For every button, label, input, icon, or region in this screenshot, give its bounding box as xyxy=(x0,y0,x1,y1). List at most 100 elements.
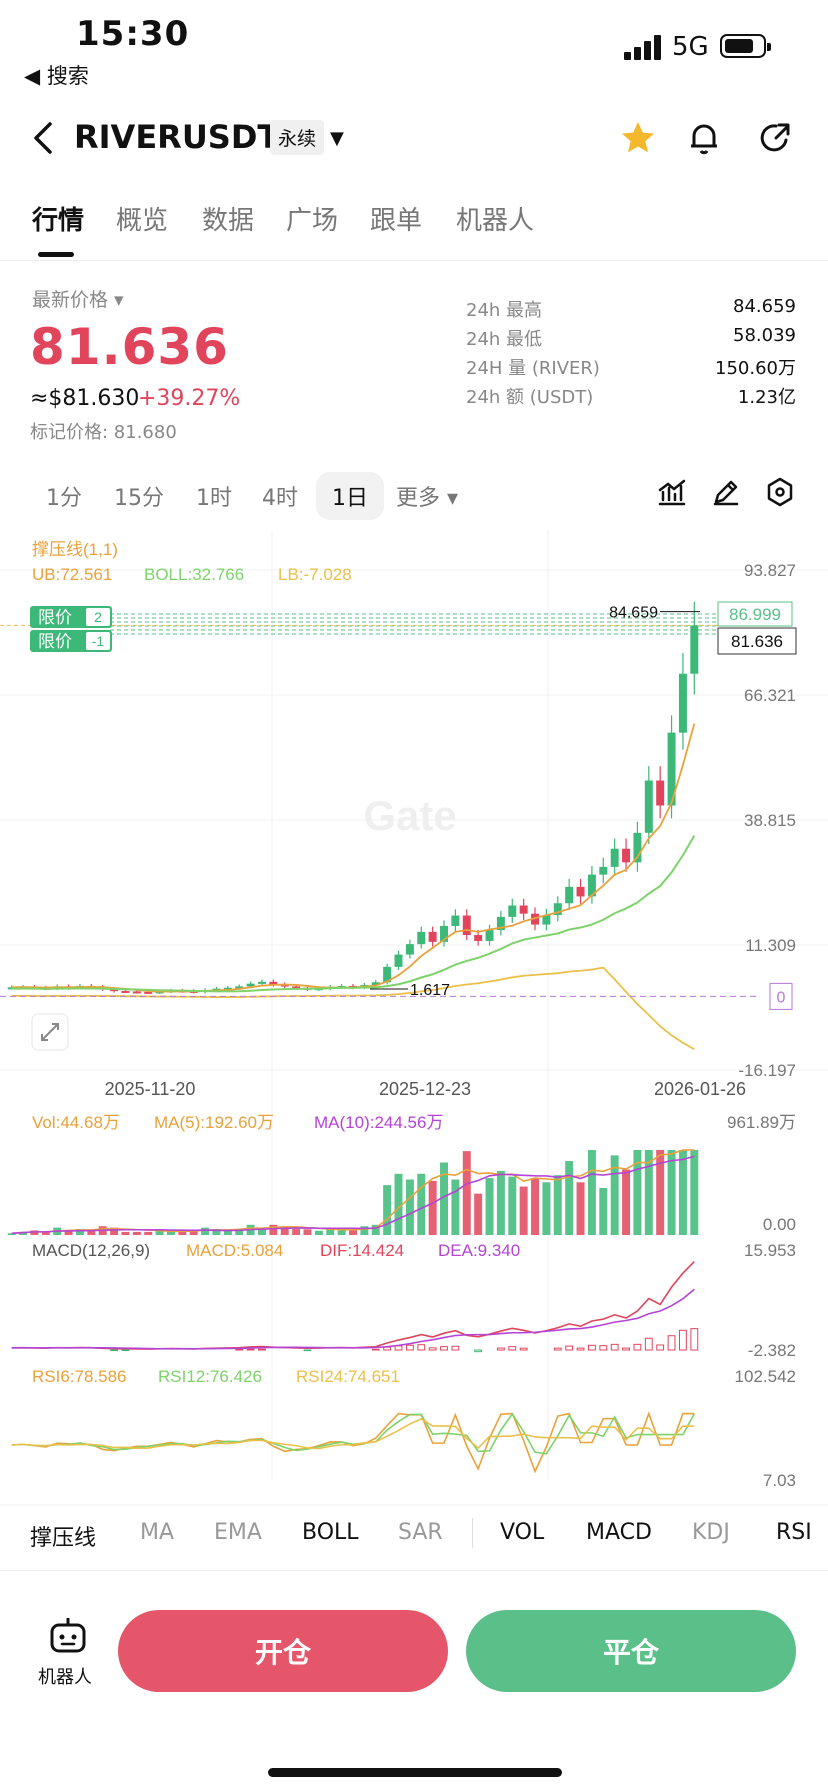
bell-icon[interactable] xyxy=(684,118,724,158)
timeframe-4h[interactable]: 4时 xyxy=(262,486,298,511)
indicator-support-resistance[interactable]: 撑压线 xyxy=(30,1526,97,1551)
rsi6-label: RSI6:78.586 xyxy=(32,1367,127,1386)
back-arrow-icon[interactable] xyxy=(28,118,60,158)
mark-price: 标记价格: 81.680 xyxy=(30,422,177,443)
share-icon[interactable] xyxy=(754,118,794,158)
candle-body xyxy=(485,930,494,941)
symbol-title[interactable]: RIVERUSDT xyxy=(74,118,280,156)
macd-bar xyxy=(519,1347,528,1351)
volume-bar xyxy=(349,1229,357,1235)
candle-body xyxy=(280,984,289,987)
robot-label: 机器人 xyxy=(38,1667,92,1688)
tab-robot[interactable]: 机器人 xyxy=(456,206,535,236)
chart-settings-icon[interactable] xyxy=(764,476,796,508)
macd-bar xyxy=(246,1348,255,1351)
volume-bar xyxy=(496,1170,505,1235)
tab-square[interactable]: 广场 xyxy=(286,206,339,236)
timeframe-1d[interactable]: 1日 xyxy=(316,472,384,520)
volume-bar xyxy=(690,1150,699,1235)
network-label: 5G xyxy=(672,32,709,62)
macd-bar xyxy=(405,1344,414,1351)
candle-body xyxy=(121,990,130,993)
vol-ma10-label: MA(10):244.56万 xyxy=(314,1113,443,1132)
tab-copy-trading[interactable]: 跟单 xyxy=(370,206,423,236)
indicator-chart-icon[interactable] xyxy=(656,476,688,508)
tabs-divider xyxy=(0,260,828,261)
favorite-star-icon[interactable] xyxy=(618,118,658,158)
candle-body xyxy=(531,913,540,925)
boll-ub-label: UB:72.561 xyxy=(32,565,112,584)
open-position-button[interactable]: 开仓 xyxy=(118,1610,448,1692)
timeframe-15m[interactable]: 15分 xyxy=(114,486,164,511)
limit-price-tag xyxy=(717,601,793,627)
candle-body xyxy=(383,966,392,983)
rsi-axis-bottom: 7.03 xyxy=(763,1471,796,1490)
candle-body xyxy=(678,673,687,733)
home-indicator xyxy=(268,1768,562,1777)
candle-body xyxy=(292,986,301,989)
macd-bar xyxy=(508,1346,517,1351)
macd-bar xyxy=(644,1337,653,1351)
draw-pen-icon[interactable] xyxy=(710,476,742,508)
macd-bar xyxy=(417,1344,426,1351)
volume-bar xyxy=(292,1229,301,1235)
x-axis-tick: 2025-12-23 xyxy=(379,1079,471,1099)
candle-body xyxy=(542,915,551,925)
volume-bar xyxy=(576,1182,585,1235)
macd-bar xyxy=(690,1328,699,1351)
contract-type-tag[interactable]: 永续 xyxy=(270,120,325,155)
candle-body xyxy=(474,935,483,941)
volume-bar xyxy=(223,1230,232,1235)
macd-bar xyxy=(394,1345,403,1351)
last-price: 81.636 xyxy=(30,318,229,376)
candle-body xyxy=(405,944,414,955)
tab-market[interactable]: 行情 xyxy=(32,206,85,236)
kline-chart[interactable]: Gate 撑压线(1,1) UB:72.561 BOLL:32.766 LB:-7.02… xyxy=(0,530,828,1510)
macd-bar xyxy=(553,1347,562,1351)
macd-bar xyxy=(428,1347,437,1351)
macd-bar xyxy=(496,1347,505,1351)
price-change: +39.27% xyxy=(138,386,241,411)
volume-bar xyxy=(474,1193,483,1235)
indicator-boll[interactable]: BOLL xyxy=(302,1520,359,1545)
macd-bar xyxy=(440,1346,448,1351)
macd-bar xyxy=(474,1349,483,1353)
robot-button[interactable]: 机器人 xyxy=(38,1615,98,1688)
candle-body xyxy=(394,954,403,967)
timeframe-1m[interactable]: 1分 xyxy=(46,486,82,511)
symbol-dropdown-icon[interactable]: ▼ xyxy=(330,128,344,149)
close-position-button[interactable]: 平仓 xyxy=(466,1610,796,1692)
limit-label-count-bg xyxy=(86,632,110,650)
indicator-sar[interactable]: SAR xyxy=(398,1520,443,1545)
x-axis-tick: 2025-11-20 xyxy=(105,1079,196,1099)
indicator-rsi[interactable]: RSI xyxy=(776,1520,812,1545)
indicator-ma[interactable]: MA xyxy=(140,1520,175,1545)
volume-bar xyxy=(417,1173,426,1235)
indicator-kdj[interactable]: KDJ xyxy=(692,1520,730,1545)
last-price-label[interactable]: 最新价格 ▾ xyxy=(32,289,124,311)
tab-overview[interactable]: 概览 xyxy=(116,206,169,236)
indicator-ema[interactable]: EMA xyxy=(214,1520,262,1545)
volume-bar xyxy=(166,1230,175,1235)
macd-bar xyxy=(110,1349,118,1352)
usd-price: ≈$81.630 xyxy=(30,386,140,411)
volume-bar xyxy=(587,1150,596,1235)
rsi6-line xyxy=(11,1411,695,1474)
macd-bar xyxy=(588,1344,596,1351)
volume-bar xyxy=(155,1230,164,1235)
macd-bar xyxy=(121,1349,130,1352)
macd-dif: DIF:14.424 xyxy=(320,1241,404,1260)
vol-axis-top: 961.89万 xyxy=(727,1113,796,1132)
volume-bar xyxy=(41,1231,50,1235)
limit-price-value: 86.999 xyxy=(729,605,781,624)
tab-data[interactable]: 数据 xyxy=(202,206,255,236)
candle-body xyxy=(656,780,665,806)
volume-bar xyxy=(269,1224,278,1235)
back-to-search[interactable]: ◀ 搜索 xyxy=(24,64,89,88)
indicator-vol[interactable]: VOL xyxy=(500,1520,545,1545)
indicator-macd[interactable]: MACD xyxy=(586,1520,652,1545)
macd-bar xyxy=(576,1347,585,1351)
timeframe-1h[interactable]: 1时 xyxy=(196,486,232,511)
current-price-value: 81.636 xyxy=(731,632,783,651)
timeframe-more[interactable]: 更多 ▾ xyxy=(396,486,459,511)
